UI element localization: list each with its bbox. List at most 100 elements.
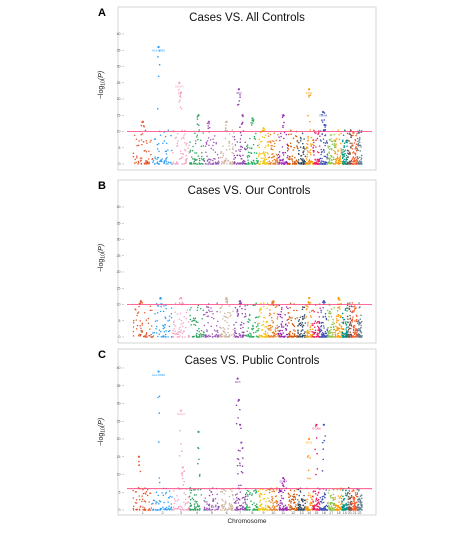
x-tick-label: 10 [271, 511, 275, 515]
snp-point [273, 312, 275, 315]
snp-point [187, 321, 190, 323]
y-tick-label: 35 [117, 221, 121, 225]
snp-point [263, 332, 265, 335]
panel-c-letter: C [98, 349, 106, 361]
snp-point [334, 331, 336, 334]
snp-point [239, 305, 241, 308]
snp-point [310, 496, 312, 498]
snp-point [314, 490, 316, 493]
snp-point [225, 490, 227, 492]
snp-point [290, 336, 292, 338]
snp-point [206, 163, 208, 165]
snp-point [160, 305, 162, 308]
snp-point [329, 134, 332, 136]
snp-point [353, 309, 355, 312]
snp-point [335, 321, 338, 324]
snp-point [349, 129, 352, 131]
snp-point [332, 328, 335, 331]
snp-point [339, 330, 341, 332]
snp-point [169, 495, 171, 498]
snp-point [183, 135, 185, 137]
snp-point [342, 328, 345, 330]
snp-point [207, 137, 210, 139]
snp-point [189, 141, 191, 143]
snp-point [233, 334, 236, 336]
snp-point [346, 145, 348, 147]
snp-point [217, 334, 220, 336]
snp-point [255, 331, 257, 333]
snp-point [348, 334, 351, 337]
snp-point [229, 161, 232, 163]
snp-point [195, 152, 198, 154]
snp-point [165, 506, 168, 509]
snp-point [309, 143, 312, 145]
snp-point [267, 141, 270, 143]
snp-point [279, 502, 281, 504]
snp-point [347, 331, 349, 334]
snp-point [192, 319, 195, 322]
snp-point [360, 146, 362, 148]
snp-point [164, 160, 166, 162]
snp-point [289, 331, 291, 333]
snp-point [302, 324, 305, 327]
snp-point [214, 158, 216, 160]
snp-point [317, 505, 319, 508]
snp-point [276, 318, 279, 320]
snp-point [221, 509, 223, 511]
snp-point [288, 496, 290, 498]
peak-support-point [138, 460, 140, 463]
snp-point [197, 138, 199, 141]
snp-point [136, 144, 138, 147]
snp-point [298, 318, 301, 321]
snp-point [253, 160, 255, 162]
snp-point [303, 138, 305, 140]
snp-point [320, 148, 322, 151]
snp-point [327, 504, 330, 506]
snp-point [344, 149, 347, 151]
snp-point [313, 141, 315, 144]
snp-point [303, 506, 306, 508]
snp-point [291, 322, 294, 325]
snp-point [311, 333, 314, 336]
peak-support-point [283, 121, 285, 124]
snp-point [269, 507, 271, 510]
snp-point [272, 162, 274, 165]
snp-point [347, 491, 349, 494]
snp-point [247, 327, 250, 329]
y-tick-label: 40 [117, 32, 121, 36]
snp-point [149, 305, 152, 307]
snp-point [267, 328, 270, 330]
snp-point [246, 489, 249, 492]
snp-point [284, 507, 286, 510]
snp-point [291, 332, 294, 335]
snp-point [164, 317, 167, 320]
snp-point [346, 152, 349, 155]
snp-point [167, 336, 169, 338]
snp-point [208, 161, 210, 164]
snp-point [164, 336, 167, 338]
snp-point [308, 335, 310, 338]
snp-point [146, 142, 148, 144]
y-tick-label: 35 [117, 48, 121, 52]
snp-point [197, 306, 199, 309]
snp-point [154, 156, 156, 158]
snp-point [347, 318, 349, 320]
snp-point [183, 492, 186, 494]
snp-point [350, 504, 353, 506]
snp-point [276, 154, 279, 157]
snp-point [337, 150, 339, 152]
snp-point [204, 313, 206, 316]
snp-point [282, 332, 284, 334]
snp-point [139, 160, 142, 162]
snp-point [167, 129, 170, 131]
snp-point [343, 142, 346, 145]
peak-support-point [226, 302, 229, 304]
snp-point [357, 320, 359, 323]
snp-point [299, 140, 302, 142]
snp-point [180, 152, 182, 155]
snp-point [352, 157, 355, 159]
snp-point [335, 318, 338, 320]
snp-point [352, 331, 355, 334]
snp-point [145, 160, 147, 162]
snp-point [290, 505, 293, 508]
